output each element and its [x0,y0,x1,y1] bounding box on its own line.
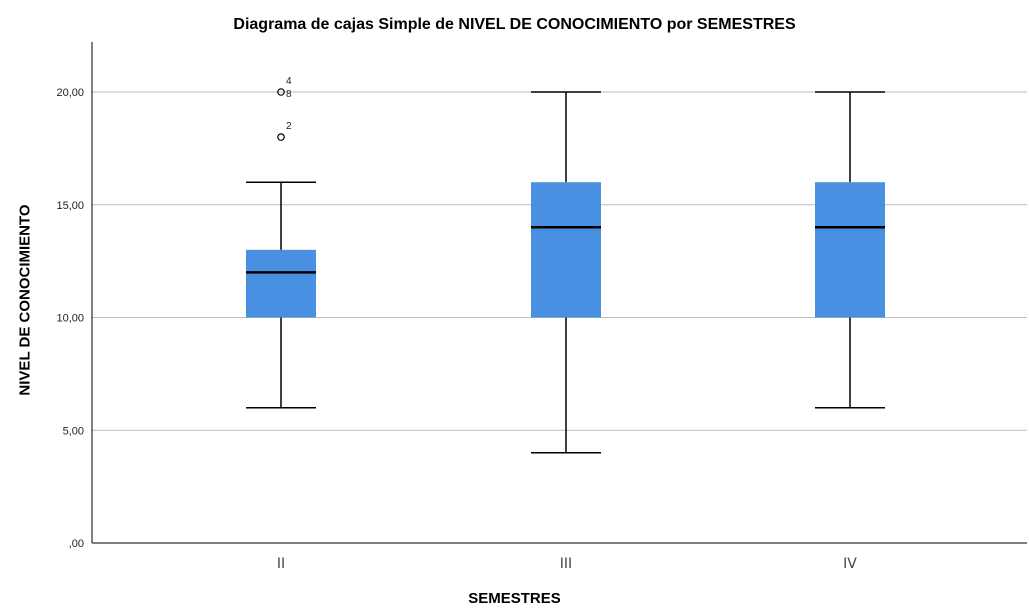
outlier-label: 8 [286,89,292,100]
box-III [531,91,601,454]
outlier-label: 4 [286,76,292,87]
x-tick-label: IV [843,556,857,572]
outlier-label: 2 [286,121,292,132]
box-IV [815,91,885,409]
outlier-point [277,133,285,141]
chart-title: Diagrama de cajas Simple de NIVEL DE CON… [233,16,796,33]
x-tick-label: III [560,556,572,572]
iqr-box [246,249,316,318]
iqr-box [815,182,885,318]
y-tick-label: 10,00 [56,313,84,325]
box-II: 4 8 2 [246,76,316,409]
y-tick-label: 15,00 [56,200,84,212]
y-tick-label: 5,00 [63,425,84,437]
iqr-box [531,182,601,318]
x-tick-label: II [277,556,285,572]
y-tick-label: ,00 [69,538,84,550]
y-tick-label: 20,00 [56,87,84,99]
outlier-point [277,88,285,96]
x-axis-label: SEMESTRES [468,590,561,607]
